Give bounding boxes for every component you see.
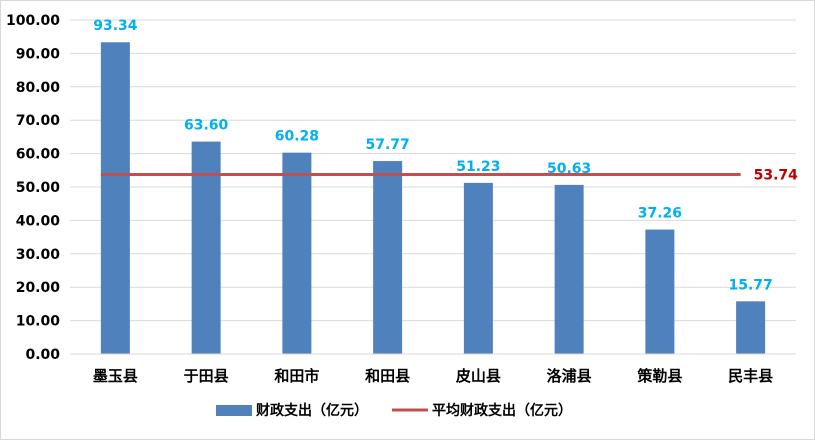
- bar: [736, 301, 766, 354]
- average-data-label: 53.74: [754, 168, 799, 184]
- bar: [191, 141, 221, 354]
- legend-bar-label: 财政支出（亿元）: [255, 402, 368, 419]
- bar: [100, 42, 130, 355]
- y-tick-label: 20.00: [16, 280, 61, 296]
- y-tick-label: 100.00: [6, 13, 60, 29]
- x-tick-label: 和田县: [365, 367, 410, 385]
- x-tick-label: 策勒县: [636, 367, 682, 385]
- bar-data-labels: 93.34 63.60 60.28 57.77 51.23 50.63 37.26 15.77: [93, 18, 773, 293]
- bars: [100, 42, 766, 355]
- y-axis-ticks: 0.00 10.00 20.00 30.00 40.00 50.00 60.00 70.00 8…: [6, 13, 60, 363]
- y-tick-label: 30.00: [16, 247, 61, 263]
- bar-data-label: 57.77: [365, 137, 409, 153]
- bar-data-label: 51.23: [456, 159, 500, 175]
- bar: [282, 152, 312, 354]
- gridlines: [70, 19, 796, 322]
- y-tick-label: 0.00: [25, 347, 60, 363]
- x-tick-label: 民丰县: [728, 367, 773, 385]
- x-tick-label: 和田市: [274, 367, 319, 385]
- x-tick-label: 墨玉县: [93, 367, 138, 385]
- bar: [463, 182, 493, 354]
- x-axis-ticks: 墨玉县 于田县 和田市 和田县 皮山县 洛浦县 策勒县 民丰县: [93, 367, 773, 385]
- x-tick-label: 皮山县: [456, 367, 501, 385]
- legend: 财政支出（亿元） 平均财政支出（亿元）: [216, 402, 572, 419]
- y-tick-label: 60.00: [16, 147, 61, 163]
- bar: [373, 161, 403, 354]
- y-tick-label: 50.00: [16, 180, 61, 196]
- bar-data-label: 50.63: [547, 161, 591, 177]
- bar-data-label: 60.28: [275, 129, 319, 145]
- bar-data-label: 93.34: [93, 18, 138, 34]
- bar-data-label: 15.77: [728, 277, 772, 293]
- bar-data-label: 37.26: [638, 206, 682, 222]
- legend-bar-swatch: [216, 405, 252, 416]
- y-tick-label: 90.00: [16, 46, 61, 62]
- x-tick-label: 于田县: [184, 367, 229, 385]
- y-tick-label: 40.00: [16, 213, 61, 229]
- bar: [554, 184, 584, 354]
- y-tick-label: 70.00: [16, 113, 61, 129]
- legend-line-label: 平均财政支出（亿元）: [432, 402, 572, 419]
- bar-data-label: 63.60: [184, 118, 229, 134]
- y-tick-label: 10.00: [16, 314, 61, 330]
- y-tick-label: 80.00: [16, 80, 61, 96]
- x-tick-label: 洛浦县: [547, 367, 592, 385]
- bar: [645, 229, 675, 354]
